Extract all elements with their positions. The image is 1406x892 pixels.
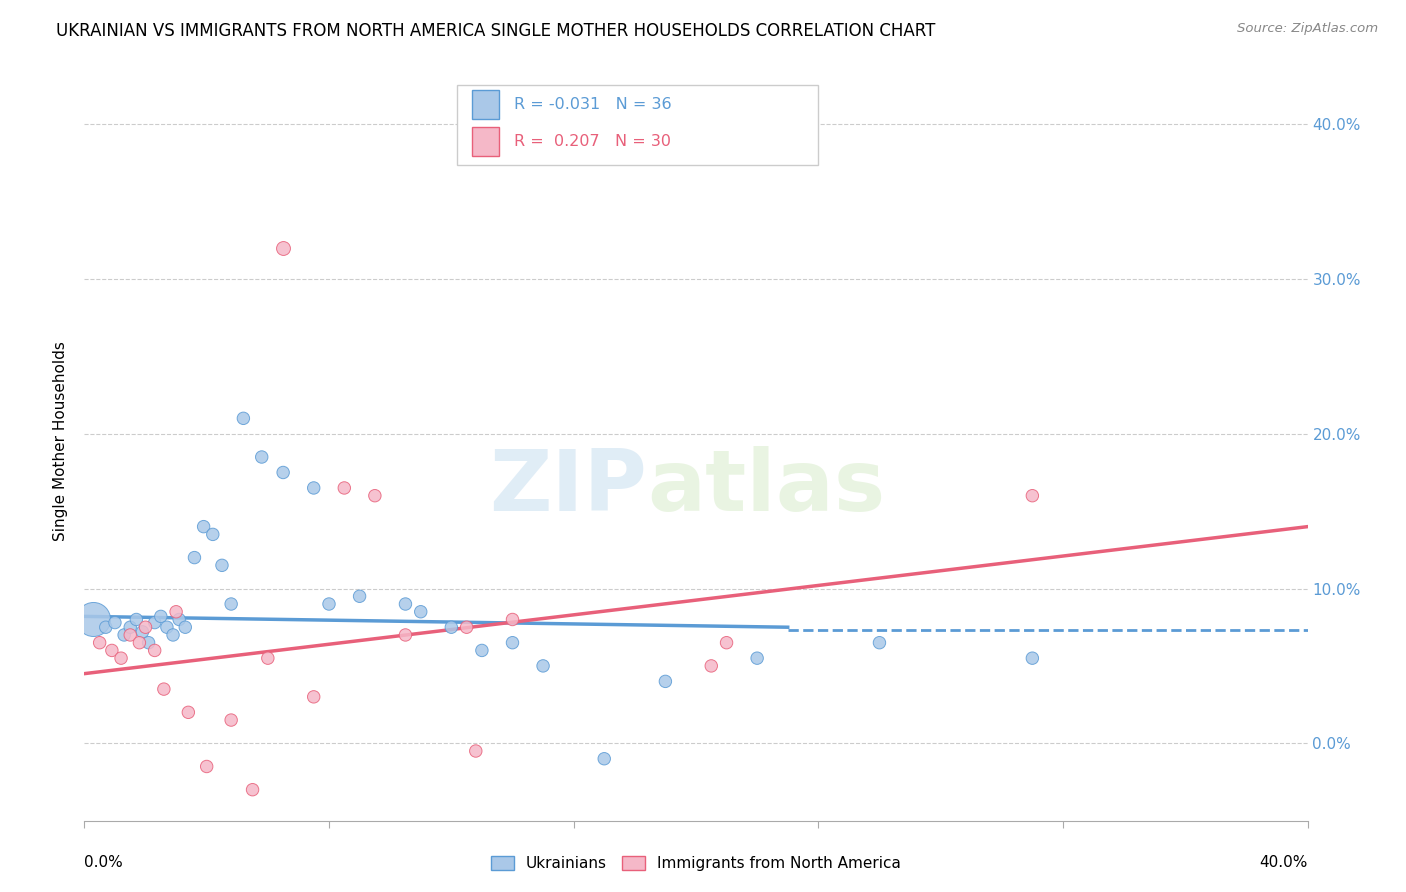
Text: R =  0.207   N = 30: R = 0.207 N = 30 [513, 134, 671, 149]
Point [747, 651, 769, 665]
Point [94, 620, 117, 634]
Point [162, 628, 184, 642]
Text: Source: ZipAtlas.com: Source: ZipAtlas.com [1237, 22, 1378, 36]
Point [177, 706, 200, 720]
FancyBboxPatch shape [472, 90, 499, 120]
FancyBboxPatch shape [472, 127, 499, 156]
Point [174, 620, 197, 634]
Point [125, 612, 148, 626]
Point [654, 674, 676, 689]
Point [394, 628, 416, 642]
Point [112, 628, 135, 642]
Point [143, 643, 166, 657]
Text: atlas: atlas [647, 445, 886, 529]
Point [83, 612, 105, 626]
Text: 40.0%: 40.0% [1260, 855, 1308, 870]
Point [1021, 651, 1043, 665]
Point [502, 612, 524, 626]
FancyBboxPatch shape [457, 85, 818, 165]
Point [183, 550, 205, 565]
Point [128, 636, 150, 650]
Point [440, 620, 463, 634]
Point [89, 636, 111, 650]
Point [700, 659, 723, 673]
Text: ZIP: ZIP [489, 445, 647, 529]
Point [131, 624, 153, 639]
Legend: Ukrainians, Immigrants from North America: Ukrainians, Immigrants from North Americ… [485, 850, 907, 878]
Point [464, 744, 486, 758]
Point [333, 481, 356, 495]
Text: UKRAINIAN VS IMMIGRANTS FROM NORTH AMERICA SINGLE MOTHER HOUSEHOLDS CORRELATION : UKRAINIAN VS IMMIGRANTS FROM NORTH AMERI… [56, 22, 935, 40]
Point [302, 690, 325, 704]
Point [135, 620, 157, 634]
Y-axis label: Single Mother Households: Single Mother Households [53, 342, 69, 541]
Point [502, 636, 524, 650]
Point [219, 713, 242, 727]
Point [593, 752, 616, 766]
Point [153, 682, 176, 697]
Point [716, 636, 738, 650]
Point [242, 782, 264, 797]
Point [138, 636, 160, 650]
Point [318, 597, 340, 611]
Point [349, 589, 371, 603]
Point [409, 605, 432, 619]
Text: 0.0%: 0.0% [84, 855, 124, 870]
Point [156, 620, 179, 634]
Point [110, 651, 132, 665]
Point [143, 615, 166, 630]
Point [869, 636, 891, 650]
Point [531, 659, 554, 673]
Point [120, 628, 142, 642]
Point [219, 597, 242, 611]
Point [232, 411, 254, 425]
Point [120, 620, 142, 634]
Point [104, 615, 127, 630]
Point [271, 466, 294, 480]
Point [302, 481, 325, 495]
Point [271, 241, 294, 255]
Point [211, 558, 233, 573]
Point [456, 620, 478, 634]
Point [193, 519, 215, 533]
Point [1021, 489, 1043, 503]
Point [364, 489, 387, 503]
Point [250, 450, 273, 464]
Point [201, 527, 224, 541]
Text: R = -0.031   N = 36: R = -0.031 N = 36 [513, 97, 671, 112]
Point [394, 597, 416, 611]
Point [257, 651, 280, 665]
Point [101, 643, 124, 657]
Point [149, 609, 172, 624]
Point [195, 759, 218, 773]
Point [165, 605, 187, 619]
Point [167, 612, 190, 626]
Point [471, 643, 494, 657]
